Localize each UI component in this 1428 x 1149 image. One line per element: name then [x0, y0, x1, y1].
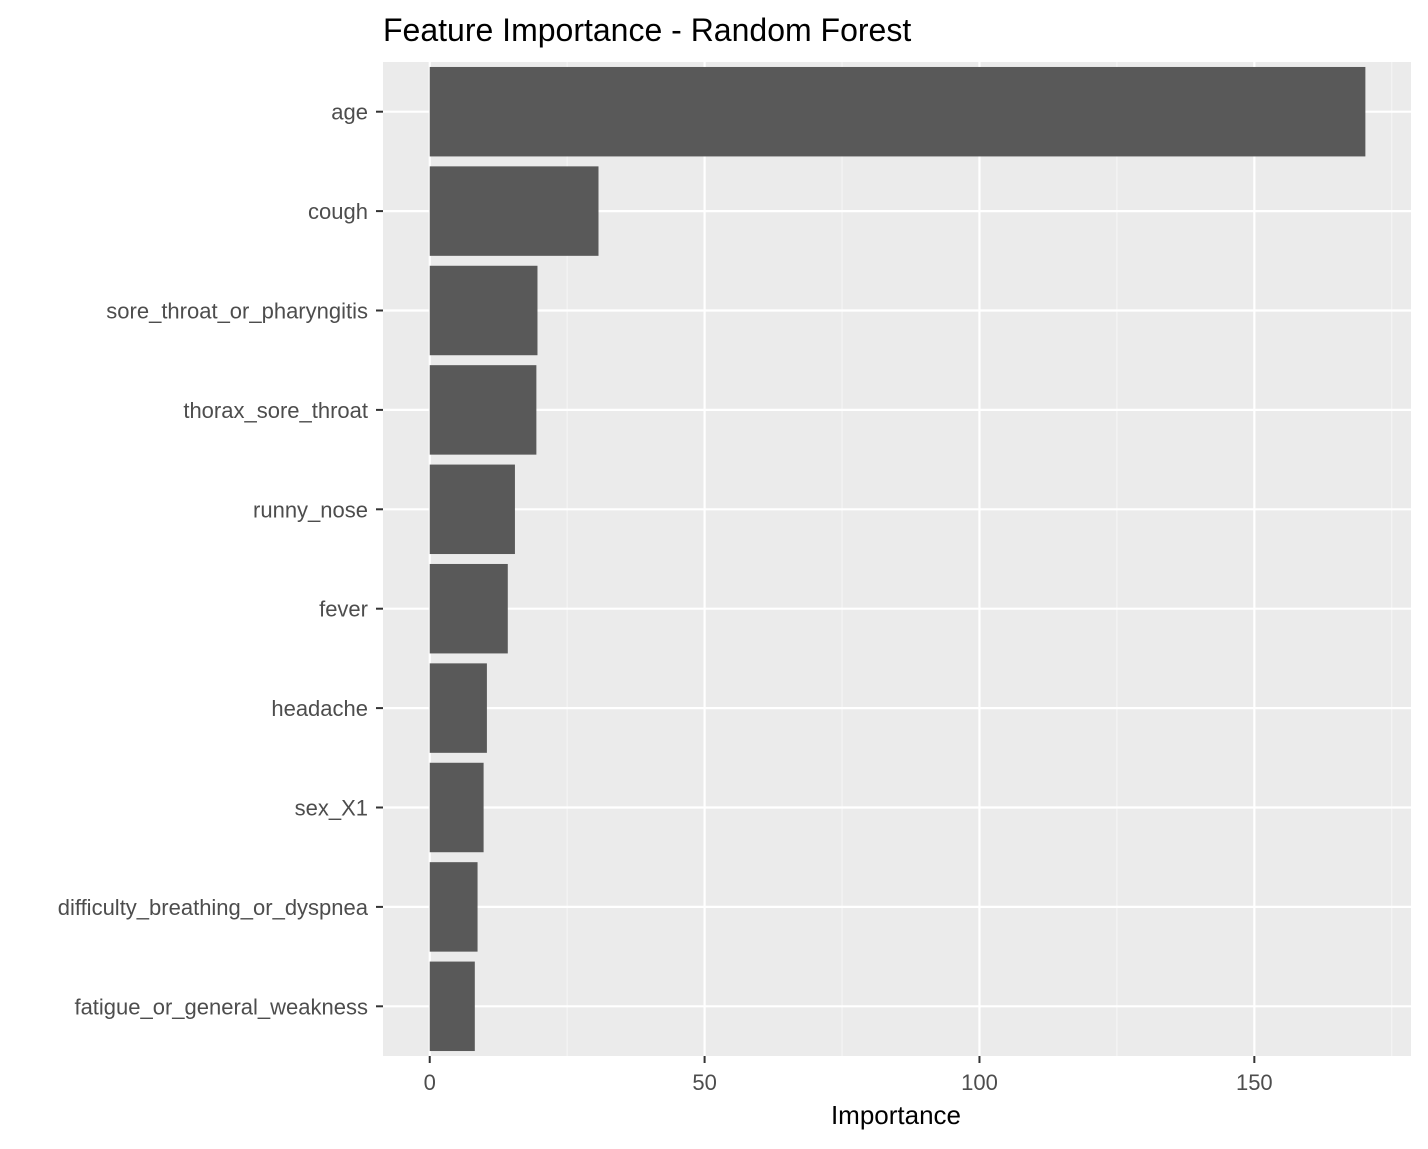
bar-headache — [429, 663, 487, 753]
y-tick-label: sore_throat_or_pharyngitis — [106, 299, 368, 324]
x-tick-label: 100 — [961, 1070, 998, 1095]
bar-sore-throat-or-pharyngitis — [429, 265, 538, 356]
bar-sex-X1 — [429, 762, 484, 853]
x-tick-label: 150 — [1236, 1070, 1273, 1095]
y-tick-label: thorax_sore_throat — [183, 398, 368, 423]
y-tick-label: age — [331, 100, 368, 125]
bar-thorax-sore-throat — [429, 365, 537, 455]
x-tick-label: 50 — [692, 1070, 716, 1095]
bar-cough — [429, 166, 599, 256]
bar-fatigue-or-general-weakness — [429, 961, 475, 1052]
chart-title: Feature Importance - Random Forest — [383, 12, 911, 48]
x-axis-title: Importance — [831, 1100, 961, 1130]
y-tick-label: cough — [308, 199, 368, 224]
bar-age — [429, 66, 1366, 157]
bar-runny-nose — [429, 464, 515, 555]
bar-fever — [429, 563, 508, 654]
y-tick-label: fatigue_or_general_weakness — [74, 994, 368, 1019]
bars-group — [429, 66, 1366, 1052]
y-axis: age cough sore_throat_or_pharyngitisthorax… — [58, 100, 383, 1019]
bar-difficulty-breathing-or-dyspnea — [429, 862, 478, 952]
x-tick-label: 0 — [424, 1070, 436, 1095]
y-tick-label: fever — [319, 597, 368, 622]
y-tick-label: difficulty_breathing_or_dyspnea — [58, 895, 369, 920]
y-tick-label: headache — [271, 696, 368, 721]
y-tick-label: sex_X1 — [295, 796, 368, 821]
y-tick-label: runny_nose — [253, 497, 368, 522]
x-axis: 0 50 100 150 — [424, 1056, 1273, 1095]
